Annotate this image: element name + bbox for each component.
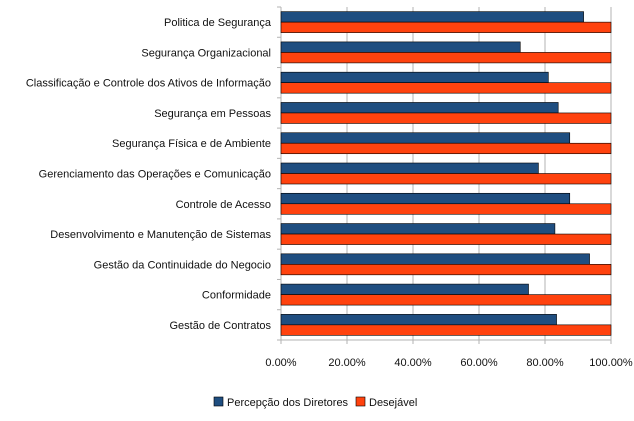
bar-series0-cat5: [280, 162, 539, 174]
category-label-2: Classificação e Controle dos Ativos de I…: [26, 78, 271, 90]
bar-series1-cat1: [280, 52, 612, 64]
x-tick-label-0: 0.00%: [265, 357, 296, 369]
category-label-0: Politica de Segurança: [164, 17, 272, 29]
bar-series1-cat7: [280, 233, 612, 245]
category-label-8: Gestão da Continuidade do Negocio: [94, 259, 271, 271]
category-label-5: Gerenciamento das Operações e Comunicaçã…: [39, 169, 271, 181]
x-tick-label-5: 100.00%: [589, 357, 633, 369]
legend-label-1: Desejável: [369, 397, 417, 409]
bar-series1-cat8: [280, 264, 612, 276]
bar-series1-cat10: [280, 324, 612, 336]
bar-series1-cat0: [280, 21, 612, 33]
bar-series0-cat9: [280, 283, 529, 295]
legend: Percepção dos Diretores Desejável: [213, 396, 417, 409]
x-tick-label-1: 20.00%: [328, 357, 366, 369]
legend-label-0: Percepção dos Diretores: [227, 397, 349, 409]
bar-series1-cat6: [280, 203, 612, 215]
bar-series0-cat4: [280, 132, 571, 144]
category-labels: Politica de Segurança Segurança Organizac…: [26, 17, 272, 332]
bars: [280, 11, 612, 336]
category-label-4: Segurança Física e de Ambiente: [112, 138, 271, 150]
bar-series1-cat9: [280, 294, 612, 306]
bar-series0-cat7: [280, 223, 556, 235]
bar-series0-cat6: [280, 192, 571, 205]
bar-series1-cat2: [280, 82, 612, 94]
bar-series1-cat5: [280, 173, 612, 185]
category-label-6: Controle de Acesso: [176, 199, 271, 211]
x-tick-label-3: 60.00%: [460, 357, 498, 369]
x-tick-labels: 0.00% 20.00% 40.00% 60.00% 80.00% 100.00%: [265, 357, 633, 369]
category-label-7: Desenvolvimento e Manutenção de Sistemas: [50, 229, 271, 241]
bar-series0-cat8: [280, 253, 590, 265]
x-tick-label-4: 80.00%: [526, 357, 564, 369]
category-label-1: Segurança Organizacional: [141, 47, 271, 59]
bar-series0-cat1: [280, 41, 521, 53]
category-label-10: Gestão de Contratos: [169, 320, 271, 332]
legend-swatch-0: [213, 396, 224, 407]
bar-series0-cat10: [280, 314, 557, 326]
bar-series0-cat2: [280, 71, 549, 83]
x-tick-label-2: 40.00%: [394, 357, 432, 369]
legend-swatch-1: [355, 396, 366, 407]
bar-series0-cat0: [280, 11, 584, 23]
bar-series1-cat4: [280, 142, 612, 155]
category-label-3: Segurança em Pessoas: [154, 108, 271, 120]
category-label-9: Conformidade: [202, 290, 271, 302]
bar-series1-cat3: [280, 112, 612, 124]
bar-series0-cat3: [280, 102, 559, 114]
